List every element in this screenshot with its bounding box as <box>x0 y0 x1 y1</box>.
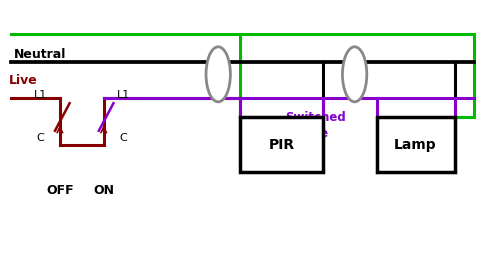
Bar <box>376 117 455 172</box>
Text: ON: ON <box>93 184 114 197</box>
Text: C: C <box>120 133 127 143</box>
Text: L1: L1 <box>117 90 130 100</box>
Text: C: C <box>36 133 44 143</box>
Text: Neutral: Neutral <box>14 48 66 61</box>
Text: PIR: PIR <box>269 138 294 152</box>
Bar <box>240 117 323 172</box>
Text: Live: Live <box>9 74 37 87</box>
Ellipse shape <box>343 47 367 102</box>
Text: Lamp: Lamp <box>394 138 437 152</box>
Text: L1: L1 <box>34 90 47 100</box>
Text: Switched
Live: Switched Live <box>285 111 346 140</box>
Ellipse shape <box>206 47 230 102</box>
Text: OFF: OFF <box>46 184 74 197</box>
